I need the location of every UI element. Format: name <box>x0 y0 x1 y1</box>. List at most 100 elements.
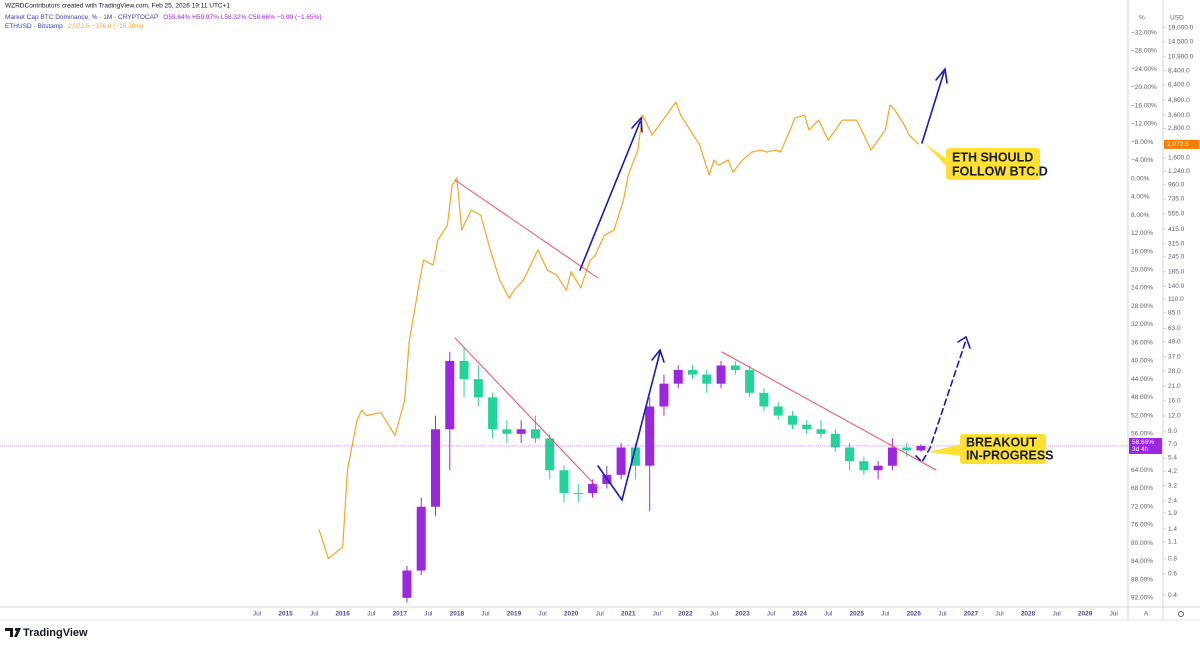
bar-timer: 3d 4h <box>1132 446 1149 453</box>
annotation: BREAKOUT IN-PROGRESS <box>928 434 1054 464</box>
arrow <box>597 351 661 502</box>
y2-tick-label: 1.1 <box>1168 539 1177 546</box>
y2-tick-label: 7.0 <box>1168 441 1177 448</box>
y-tick-label: 28.00% <box>1131 303 1153 310</box>
candle-body <box>559 470 569 494</box>
y-tick-label: 84.00% <box>1131 558 1153 565</box>
callout-pointer <box>928 444 962 456</box>
candle-body <box>873 465 883 471</box>
y2-tick-label: 415.0 <box>1168 226 1185 233</box>
x-tick-label: Jul <box>310 611 319 618</box>
candle-body <box>887 447 897 466</box>
arrow-head <box>957 335 971 349</box>
x-tick-label: Jul <box>881 611 890 618</box>
y-tick-label: 16.00% <box>1131 248 1153 255</box>
y-tick-label: 20.00% <box>1131 266 1153 273</box>
logo: TradingView <box>5 627 88 639</box>
candle-body <box>502 429 512 434</box>
x-tick-label: 2027 <box>964 611 979 618</box>
candle-body <box>802 424 812 430</box>
y-tick-label: −32.00% <box>1131 30 1157 37</box>
y2-tick-label: 10,900.0 <box>1168 54 1194 61</box>
candle-body <box>673 370 683 384</box>
legend-item: ETHUSD · Bitstamp 2,072.5 −376.8 (−15.38%… <box>5 23 143 30</box>
y-tick-label: 32.00% <box>1131 321 1153 328</box>
y-tick-label: 76.00% <box>1131 522 1153 529</box>
legend-name: ETHUSD · Bitstamp <box>5 23 63 30</box>
settings-button[interactable] <box>1178 611 1184 617</box>
y2-tick-label: 8,400.0 <box>1168 67 1190 74</box>
candle-body <box>402 570 412 598</box>
y-tick-label: 44.00% <box>1131 376 1153 383</box>
x-tick-label: 2019 <box>507 611 522 618</box>
candle-body <box>745 370 755 393</box>
candle-body <box>545 438 555 471</box>
y-tick-label: 40.00% <box>1131 358 1153 365</box>
candle-body <box>630 447 640 466</box>
x-tick-label: 2025 <box>849 611 864 618</box>
y-tick-label: 72.00% <box>1131 503 1153 510</box>
y-tick-label: 48.00% <box>1131 394 1153 401</box>
x-tick-label: 2017 <box>393 611 408 618</box>
callout-pointer <box>924 143 948 168</box>
candle-body <box>845 447 855 462</box>
y2-tick-label: 85.0 <box>1168 309 1181 316</box>
y2-tick-label: 4.2 <box>1168 468 1177 475</box>
x-tick-label: Jul <box>653 611 662 618</box>
arrow-dashed <box>915 339 967 464</box>
callout-box <box>946 148 1040 180</box>
candle-body <box>445 360 455 430</box>
candle-body <box>787 415 797 425</box>
arrow-head <box>651 348 665 363</box>
y2-tick-label: 0.8 <box>1168 555 1177 562</box>
arrow-head <box>631 116 643 133</box>
candle-body <box>816 429 826 434</box>
last-value-label: 2,072.5 <box>1167 141 1189 148</box>
y-tick-label: 8.00% <box>1131 212 1150 219</box>
axis-panel <box>0 607 1200 646</box>
y2-tick-label: 16.0 <box>1168 397 1181 404</box>
x-tick-label: 2021 <box>621 611 636 618</box>
y2-axis-label: USD <box>1170 15 1184 22</box>
candle-body <box>645 406 655 466</box>
x-tick-label: 2028 <box>1021 611 1036 618</box>
x-tick-label: 2024 <box>792 611 807 618</box>
trend-line <box>454 179 599 279</box>
candle-body <box>688 370 698 375</box>
y-tick-label: −4.00% <box>1131 157 1153 164</box>
y-tick-label: 92.00% <box>1131 595 1153 602</box>
x-tick-label: Jul <box>481 611 490 618</box>
y-tick-label: −24.00% <box>1131 66 1157 73</box>
x-tick-label: 2015 <box>278 611 293 618</box>
last-value-box <box>1129 437 1162 454</box>
y2-tick-label: 63.0 <box>1168 325 1181 332</box>
y-tick-label: 80.00% <box>1131 540 1153 547</box>
y2-tick-label: 315.0 <box>1168 240 1185 247</box>
auto-scale-button[interactable]: A <box>1144 611 1149 618</box>
legend-values: O59.64% H59.97% L58.32% C58.66% −0.99 (−… <box>163 14 321 21</box>
candle-body <box>916 445 926 451</box>
y2-tick-label: 245.0 <box>1168 254 1185 261</box>
y2-tick-label: 3.2 <box>1168 482 1177 489</box>
axes: Jul 2015 Jul 2016 Jul 2017 Jul 2018 Jul 2019 Jul 20… <box>253 24 1199 618</box>
y2-tick-label: 735.0 <box>1168 196 1185 203</box>
y2-tick-label: 185.0 <box>1168 268 1185 275</box>
x-tick-label: Jul <box>367 611 376 618</box>
y2-tick-label: 555.0 <box>1168 211 1185 218</box>
y-tick-label: −16.00% <box>1131 102 1157 109</box>
x-tick-label: 2016 <box>335 611 350 618</box>
candle-body <box>702 374 712 384</box>
x-tick-label: Jul <box>938 611 947 618</box>
x-tick-label: Jul <box>253 611 262 618</box>
y2-tick-label: 28.0 <box>1168 368 1181 375</box>
arrow-head <box>935 67 948 84</box>
axis-panel <box>1128 0 1200 646</box>
arrow <box>579 121 641 271</box>
last-value-label: 58.66% <box>1132 439 1154 446</box>
y2-tick-label: 1.9 <box>1168 510 1177 517</box>
y-tick-label: 24.00% <box>1131 285 1153 292</box>
y-tick-label: 68.00% <box>1131 485 1153 492</box>
x-tick-label: 2023 <box>735 611 750 618</box>
callout-box <box>960 434 1046 464</box>
